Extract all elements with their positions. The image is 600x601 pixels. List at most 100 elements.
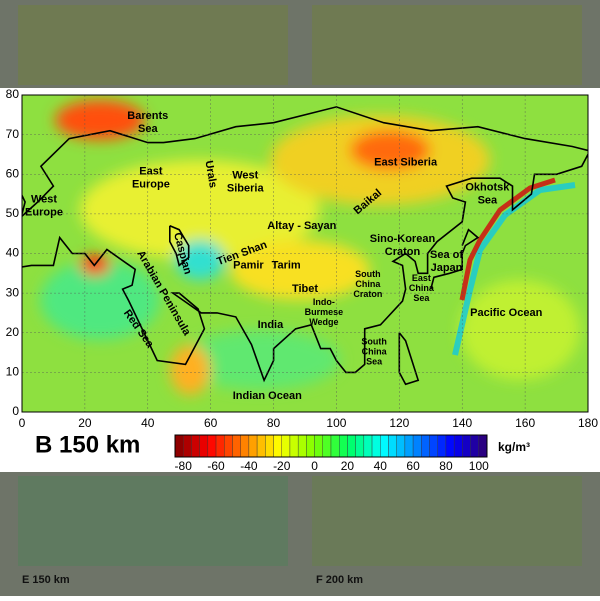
region-label: Indo-Burmese Wedge: [305, 297, 344, 327]
colorbar-cell: [232, 434, 241, 458]
colorbar-cell: [191, 434, 200, 458]
colorbar-cell: [396, 434, 406, 458]
colorbar-cell: [330, 434, 340, 458]
y-tick-label: 0: [12, 404, 19, 418]
x-tick-label: 20: [78, 416, 92, 430]
y-tick-label: 10: [6, 365, 20, 379]
region-label-line: Sea: [478, 194, 498, 206]
panel-label: B 150 km: [35, 431, 140, 458]
region-label: Sino-Korean Craton: [370, 233, 436, 258]
region-label-line: Pacific Ocean: [470, 307, 542, 319]
colorbar-cell: [256, 434, 266, 458]
colorbar-cell: [388, 434, 397, 458]
region-label-line: East: [139, 166, 163, 178]
colorbar-tick-label: 60: [406, 459, 420, 473]
faded-map: [312, 5, 582, 85]
x-tick-label: 160: [515, 416, 535, 430]
region-label-line: East Siberia: [374, 156, 438, 168]
colorbar-cell: [478, 434, 488, 458]
colorbar-cell: [371, 434, 381, 458]
colorbar-cell: [355, 434, 365, 458]
faded-panel-label: F 200 km: [316, 574, 363, 586]
region-label-line: Wedge: [309, 317, 338, 327]
faded-map: [18, 476, 288, 566]
colorbar-cell: [215, 434, 225, 458]
colorbar-cell: [322, 434, 332, 458]
coastline: [22, 193, 26, 215]
colorbar-tick-label: 20: [341, 459, 355, 473]
y-tick-label: 70: [6, 127, 20, 141]
region-label: Urals: [202, 160, 219, 189]
region-label-line: Barents: [127, 110, 168, 122]
region-label: Altay - Sayan: [267, 220, 336, 232]
coastline: [22, 106, 588, 218]
slab-anomaly: [459, 177, 556, 301]
colorbar-cell: [224, 434, 233, 458]
colorbar-cell: [462, 434, 471, 458]
y-tick-label: 30: [6, 285, 20, 299]
region-label-line: Okhotsk: [465, 181, 510, 193]
colorbar-cell: [429, 434, 438, 458]
region-label: South China Sea: [361, 337, 387, 367]
faded-map: [312, 476, 582, 566]
region-label-line: Sino-Korean: [370, 233, 436, 245]
colorbar-tick-label: 100: [469, 459, 489, 473]
trench-anomaly: [452, 182, 576, 356]
region-label: India: [258, 319, 285, 331]
colorbar-cell: [412, 434, 422, 458]
colorbar-cell: [404, 434, 414, 458]
region-label-line: Indo-: [313, 297, 335, 307]
coastline: [169, 225, 190, 267]
colorbar-cell: [199, 434, 209, 458]
colorbar-tick-label: 0: [311, 459, 318, 473]
region-label: Sea of Japan: [430, 249, 463, 274]
region-label: East China Sea: [409, 274, 435, 304]
y-tick-label: 20: [6, 325, 20, 339]
region-label: West Europe: [25, 193, 63, 218]
region-label-line: Sea of: [430, 249, 463, 261]
faded-map: [18, 5, 288, 85]
colorbar-cell: [248, 434, 258, 458]
colorbar-cell: [207, 434, 217, 458]
region-label-line: China: [409, 284, 435, 294]
x-tick-label: 80: [267, 416, 281, 430]
colorbar-tick-label: -40: [240, 459, 258, 473]
region-label: Tarim: [272, 259, 301, 271]
region-label-line: South: [361, 337, 387, 347]
region-label-line: Tarim: [272, 259, 301, 271]
region-label: South China Craton: [353, 270, 382, 300]
colorbar-frame: [174, 434, 488, 458]
x-tick-label: 180: [578, 416, 598, 430]
y-tick-label: 40: [6, 246, 20, 260]
colorbar-cell: [453, 434, 463, 458]
colorbar-cell: [273, 434, 282, 458]
colorbar-cell: [306, 434, 315, 458]
region-label: Pamir: [233, 259, 264, 271]
region-label-line: West: [232, 170, 258, 182]
region-label-line: East: [412, 274, 431, 284]
map: [22, 95, 588, 412]
x-tick-label: 0: [19, 416, 26, 430]
colorbar-tick-label: -20: [273, 459, 291, 473]
region-label-line: Burmese: [305, 307, 344, 317]
x-tick-label: 100: [326, 416, 346, 430]
colorbar-cell: [421, 434, 430, 458]
region-label: Tibet: [292, 283, 318, 295]
colorbar-cell: [363, 434, 373, 458]
region-label-line: Europe: [25, 206, 63, 218]
y-tick-label: 50: [6, 206, 20, 220]
colorbar-cell: [240, 434, 250, 458]
anomaly-field: [40, 100, 580, 395]
colorbar-cell: [289, 434, 299, 458]
colorbar-cell: [445, 434, 455, 458]
faded-panel-label: E 150 km: [22, 574, 70, 586]
x-tick-label: 120: [389, 416, 409, 430]
colorbar-cell: [437, 434, 447, 458]
colorbar-cell: [347, 434, 356, 458]
region-label-line: Siberia: [227, 183, 265, 195]
map-frame: [21, 94, 589, 413]
region-label-line: India: [258, 319, 285, 331]
region-label-line: Japan: [431, 262, 463, 274]
region-label-line: Sea: [413, 294, 430, 304]
